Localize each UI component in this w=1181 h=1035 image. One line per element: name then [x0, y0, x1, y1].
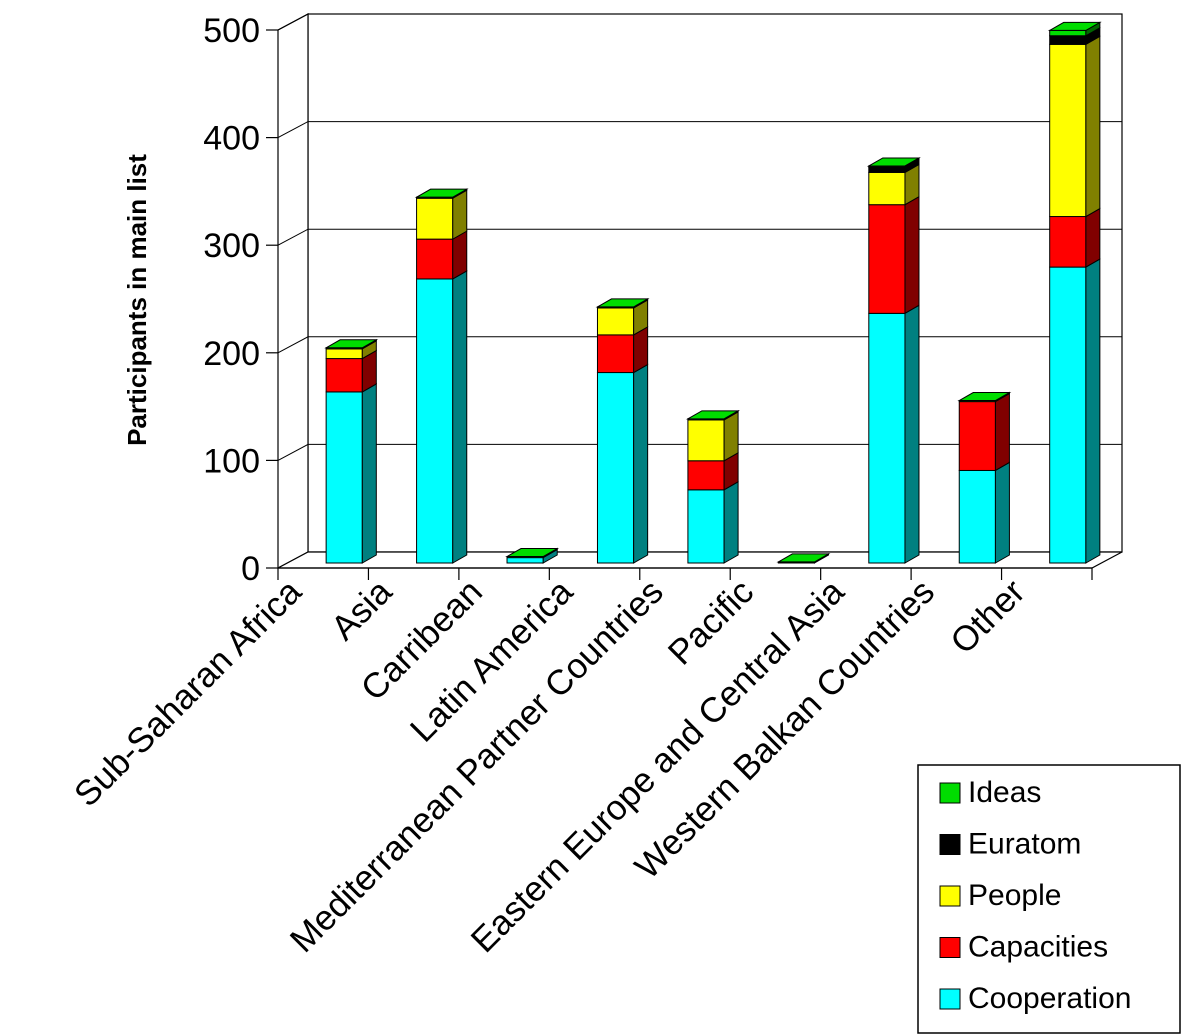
- axes: [266, 29, 1093, 580]
- bar-front: [325, 391, 363, 564]
- bar-side: [1085, 258, 1101, 564]
- bar-segment: [1049, 207, 1101, 268]
- bar-top: [324, 339, 379, 349]
- bar-front: [596, 307, 635, 336]
- bar-front: [1049, 29, 1087, 37]
- legend-label: Capacities: [968, 931, 1108, 964]
- bar-segment: [1049, 258, 1101, 564]
- bar-front: [325, 348, 363, 360]
- bar-side: [1085, 35, 1101, 218]
- bar-side: [1085, 207, 1101, 268]
- bar-segment: [325, 383, 377, 564]
- bar-front: [868, 171, 906, 206]
- gridline: [277, 228, 1122, 246]
- bar-segment: [958, 392, 1010, 472]
- bar-front: [506, 557, 544, 564]
- category-label: Asia: [324, 572, 400, 648]
- legend-swatch: [939, 988, 961, 1010]
- bar-top: [1047, 21, 1102, 31]
- bar-top: [866, 157, 921, 167]
- bar-top: [414, 188, 469, 198]
- y-tick-label: 200: [203, 335, 260, 373]
- y-tick-label: 400: [203, 120, 260, 158]
- bar-front: [868, 312, 906, 564]
- bar-segment: [868, 163, 920, 206]
- bar-front: [868, 166, 906, 173]
- y-tick-label: 100: [203, 442, 260, 480]
- bar-side: [452, 270, 468, 564]
- gridline: [277, 443, 1122, 461]
- legend: Ideas Euratom People Capacities Cooperation: [917, 764, 1181, 1034]
- bar-front: [687, 489, 725, 564]
- bar-segment: [325, 349, 377, 393]
- legend-label: Cooperation: [968, 982, 1131, 1015]
- legend-box: [917, 764, 1181, 1034]
- bar-front: [1049, 35, 1087, 45]
- bar-side: [994, 392, 1010, 472]
- bar-front: [325, 358, 363, 393]
- legend-label: Ideas: [968, 776, 1041, 809]
- category-label: Other: [943, 572, 1033, 662]
- bar-segment: [687, 480, 739, 564]
- side-wall: [277, 13, 309, 569]
- bar-top: [957, 392, 1012, 402]
- bar-segment: [596, 299, 649, 336]
- bar-front: [416, 197, 454, 240]
- gridlines: [277, 13, 1122, 461]
- bar-side: [723, 480, 739, 564]
- y-tick-label: 0: [241, 550, 260, 588]
- bar-front: [1049, 43, 1087, 218]
- legend-label: People: [968, 879, 1061, 912]
- y-tick-labels: 0 100 200 300 400 500: [203, 12, 260, 588]
- bar-front: [596, 372, 635, 564]
- bar-side: [904, 195, 920, 315]
- bar-segment: [416, 230, 468, 280]
- bar-front: [687, 460, 725, 491]
- y-tick-label: 300: [203, 227, 260, 265]
- bar-front: [958, 469, 996, 564]
- bar-top: [776, 553, 831, 563]
- bar-top: [505, 548, 560, 558]
- legend-swatch: [939, 834, 961, 855]
- bar-front: [416, 238, 454, 280]
- bar-front: [687, 419, 725, 462]
- bar-segment: [416, 270, 468, 564]
- bar-segment: [958, 461, 1010, 564]
- gridline: [277, 121, 1122, 139]
- legend-swatch: [939, 885, 961, 907]
- y-tick-label: 500: [203, 12, 260, 50]
- legend-label: Euratom: [968, 828, 1081, 861]
- category-label: Sub-Saharan Africa: [67, 572, 310, 815]
- bar-segment: [596, 363, 649, 564]
- bar-side: [904, 304, 920, 564]
- bar-front: [596, 334, 635, 374]
- bar-top: [595, 298, 650, 308]
- bar-segment: [596, 326, 649, 374]
- bar-front: [1049, 266, 1087, 564]
- y-axis-title: Participants in main list: [122, 154, 152, 446]
- bar-segment: [868, 195, 920, 315]
- bar-front: [1049, 216, 1087, 268]
- bar-side: [994, 461, 1010, 564]
- bar-side: [361, 383, 377, 564]
- bar-segment: [868, 304, 920, 564]
- bar-segment: [1049, 35, 1101, 218]
- legend-swatch: [939, 937, 961, 958]
- gridline: [277, 336, 1122, 354]
- bars: [324, 21, 1102, 564]
- bar-top: [686, 410, 740, 420]
- bar-front: [416, 278, 454, 564]
- bar-front: [868, 204, 906, 314]
- bar-segment: [416, 189, 468, 240]
- legend-swatch: [939, 782, 961, 804]
- bar-side: [633, 363, 649, 564]
- bar-front: [958, 401, 996, 471]
- gridline: [277, 13, 1122, 31]
